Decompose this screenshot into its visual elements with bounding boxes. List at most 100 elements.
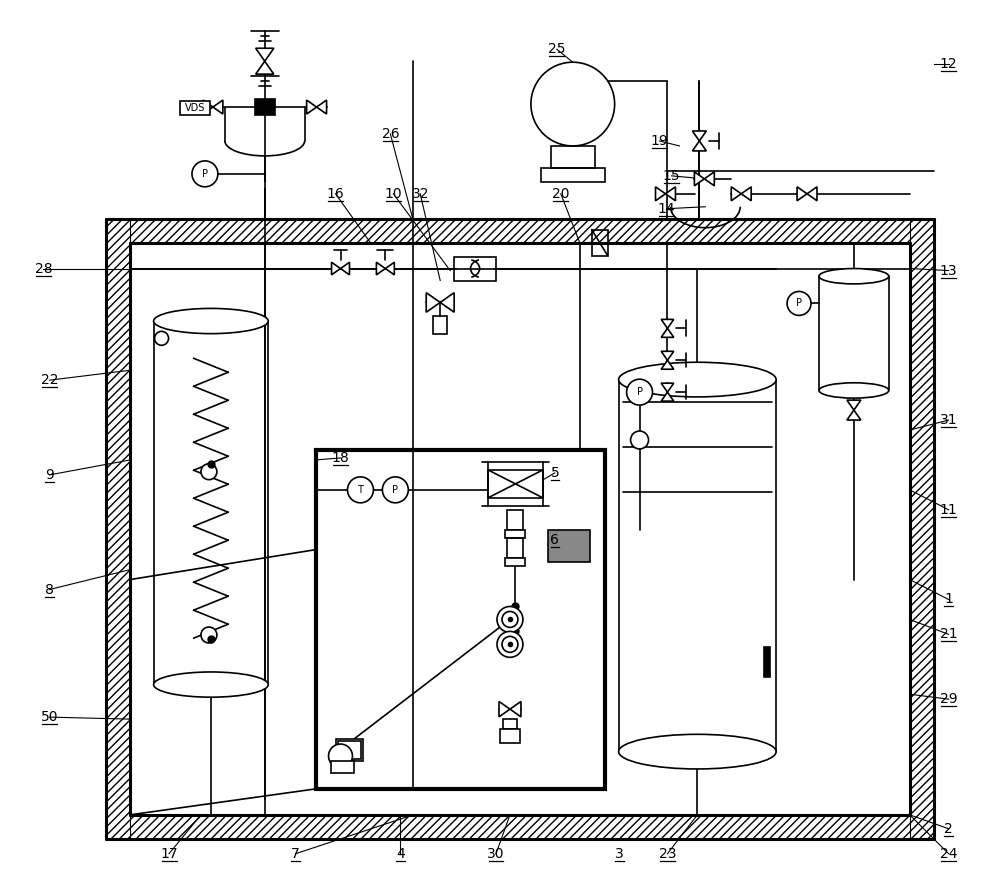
Text: 2: 2 (944, 822, 953, 836)
Bar (548, 530, 590, 562)
Ellipse shape (819, 383, 889, 398)
Circle shape (329, 744, 352, 768)
Bar (433, 317, 447, 334)
Polygon shape (661, 319, 674, 328)
Polygon shape (426, 293, 440, 312)
Ellipse shape (619, 735, 776, 769)
Polygon shape (661, 383, 674, 392)
Ellipse shape (154, 309, 268, 333)
Text: 4: 4 (396, 847, 405, 861)
Circle shape (531, 63, 615, 146)
Text: 32: 32 (412, 187, 429, 201)
Text: 30: 30 (487, 847, 505, 861)
Polygon shape (807, 187, 817, 201)
Text: 13: 13 (940, 264, 957, 278)
Text: 1: 1 (944, 593, 953, 607)
Polygon shape (847, 400, 861, 410)
Text: 3: 3 (615, 847, 624, 861)
Polygon shape (741, 187, 751, 201)
Bar (255, 99, 275, 115)
Bar (541, 168, 605, 182)
Text: 28: 28 (35, 262, 52, 275)
Circle shape (497, 632, 523, 657)
Text: 50: 50 (41, 710, 58, 724)
Text: 19: 19 (651, 134, 668, 148)
Polygon shape (213, 100, 223, 114)
Circle shape (631, 431, 649, 449)
Polygon shape (256, 49, 274, 61)
Polygon shape (665, 187, 675, 201)
Bar (505, 557, 525, 565)
Text: 16: 16 (327, 187, 344, 201)
Circle shape (502, 637, 518, 653)
Text: 12: 12 (940, 57, 957, 71)
Bar (338, 741, 361, 759)
Text: 14: 14 (658, 202, 675, 216)
Text: 24: 24 (940, 847, 957, 861)
Text: 31: 31 (940, 413, 957, 427)
Text: 5: 5 (550, 466, 559, 480)
Circle shape (155, 332, 169, 345)
Text: 6: 6 (550, 533, 559, 547)
Bar (316, 450, 605, 789)
Polygon shape (307, 100, 317, 114)
Bar (106, 219, 130, 839)
Text: P: P (796, 298, 802, 309)
Bar (507, 510, 523, 530)
Circle shape (787, 291, 811, 316)
Bar (106, 219, 934, 243)
Bar (507, 538, 523, 557)
Polygon shape (731, 187, 741, 201)
Text: 21: 21 (940, 627, 957, 641)
Text: T: T (358, 485, 363, 495)
Bar (910, 219, 934, 839)
Text: 8: 8 (45, 582, 54, 596)
Circle shape (347, 477, 373, 503)
Text: 20: 20 (552, 187, 570, 201)
Bar (500, 729, 520, 743)
Polygon shape (661, 351, 674, 360)
Polygon shape (256, 61, 274, 74)
Text: 10: 10 (385, 187, 402, 201)
Circle shape (627, 379, 653, 405)
Polygon shape (385, 262, 394, 275)
Text: P: P (202, 168, 208, 179)
Bar (764, 647, 770, 676)
Text: 25: 25 (548, 42, 566, 56)
Text: 11: 11 (940, 503, 957, 517)
Text: P: P (637, 387, 643, 397)
Ellipse shape (819, 268, 889, 284)
Polygon shape (797, 187, 807, 201)
Bar (503, 719, 517, 729)
Polygon shape (317, 100, 327, 114)
Polygon shape (499, 701, 510, 717)
Bar (331, 761, 354, 773)
Bar (592, 229, 608, 256)
Circle shape (201, 464, 217, 480)
Polygon shape (692, 141, 706, 151)
Bar (180, 101, 210, 115)
Text: 15: 15 (663, 168, 680, 183)
Circle shape (382, 477, 408, 503)
Text: 18: 18 (332, 451, 349, 465)
Text: 23: 23 (659, 847, 676, 861)
Circle shape (201, 627, 217, 643)
Polygon shape (694, 172, 704, 186)
Polygon shape (440, 293, 454, 312)
Text: P: P (392, 485, 398, 495)
Polygon shape (661, 360, 674, 370)
Polygon shape (203, 100, 213, 114)
Circle shape (192, 161, 218, 187)
Bar (505, 530, 525, 538)
Text: 22: 22 (41, 373, 58, 387)
Bar (106, 815, 934, 839)
Text: 17: 17 (160, 847, 178, 861)
Text: 7: 7 (291, 847, 300, 861)
Polygon shape (847, 410, 861, 420)
Polygon shape (661, 392, 674, 401)
Text: 9: 9 (45, 467, 54, 482)
Polygon shape (332, 262, 341, 275)
Bar (336, 739, 363, 761)
Polygon shape (376, 262, 385, 275)
Polygon shape (341, 262, 349, 275)
